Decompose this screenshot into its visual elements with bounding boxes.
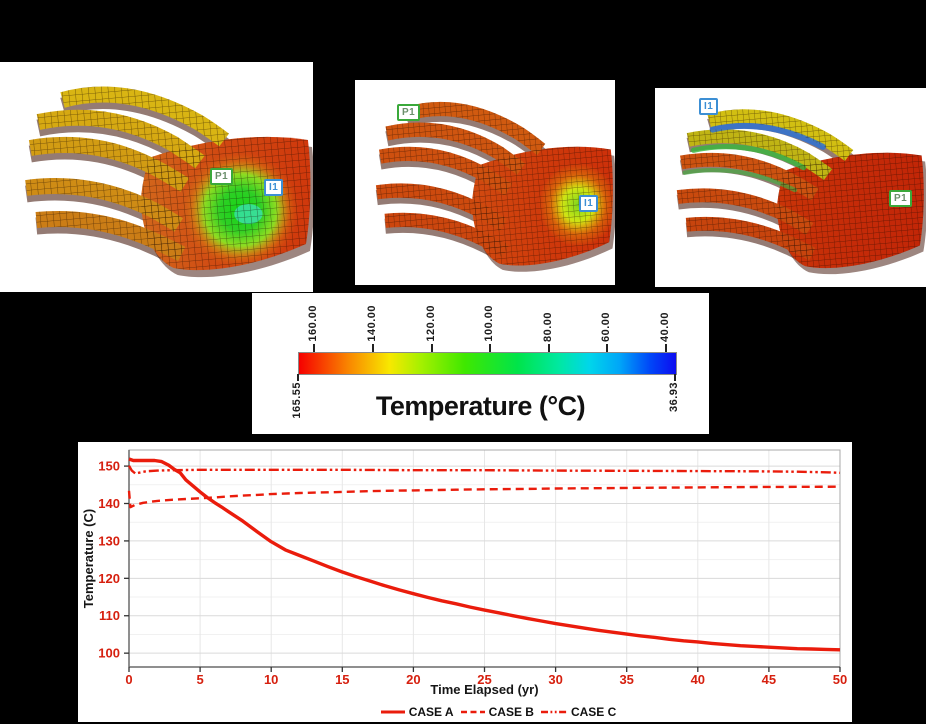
x-tick-label: 10 — [264, 672, 278, 687]
colorbar-tick-mark — [297, 374, 299, 381]
x-tick-label: 50 — [833, 672, 847, 687]
reservoir-grid-3 — [655, 88, 926, 287]
legend-line-dashdotdot-icon — [540, 710, 567, 714]
model-panel-3: I1 P1 — [655, 88, 926, 287]
colorbar-tick-label: 80.00 — [541, 311, 554, 342]
x-tick-label: 0 — [125, 672, 132, 687]
colorbar-tick-mark — [489, 344, 492, 352]
x-tick-label: 45 — [762, 672, 776, 687]
reservoir-grid-svg — [375, 101, 617, 272]
chart-panel: 0 5 10 15 20 25 30 35 40 45 50 100 110 120 130 140 150 Ti… — [78, 442, 852, 722]
colorbar-tick-mark — [547, 344, 550, 352]
legend-item-case-b: CASE B — [460, 705, 534, 719]
colorbar-tick-label: 40.00 — [659, 311, 671, 342]
y-tick-label: 110 — [99, 608, 120, 623]
x-tick-label: 35 — [619, 672, 633, 687]
colorbar-tick-label: 60.00 — [600, 311, 613, 342]
model-panel-2: P1 I1 — [355, 80, 617, 285]
reservoir-grid-1 — [0, 62, 315, 292]
colorbar-title: Temperature (°C) — [375, 391, 586, 421]
colorbar-tick-mark — [665, 344, 667, 352]
temperature-line-chart: 0 5 10 15 20 25 30 35 40 45 50 100 110 120 130 140 150 Ti… — [81, 449, 847, 697]
legend-item-case-a: CASE A — [380, 705, 454, 719]
y-tick-label: 150 — [98, 459, 120, 474]
chart-legend: CASE A CASE B CASE C — [129, 702, 840, 722]
y-tick-label: 120 — [98, 571, 120, 586]
legend-label: CASE A — [408, 705, 454, 719]
reservoir-grid-svg — [676, 109, 926, 275]
y-axis-title: Temperature (C) — [81, 509, 96, 608]
colorbar-tick-label: 160.00 — [307, 305, 320, 342]
x-tick-label: 25 — [477, 672, 491, 687]
well-label-i1: I1 — [264, 179, 284, 196]
colorbar-tick-label: 100.00 — [483, 305, 496, 342]
well-label-p1: P1 — [889, 190, 913, 207]
legend-line-dashed-icon — [460, 710, 485, 714]
legend-item-case-c: CASE C — [540, 705, 617, 719]
legend-label: CASE C — [570, 705, 617, 719]
colorbar-tick-mark — [313, 344, 316, 352]
well-label-p1: P1 — [397, 104, 421, 121]
series-case-b — [127, 485, 841, 509]
reservoir-grid-svg — [25, 86, 315, 278]
y-tick-label: 100 — [98, 646, 120, 661]
temperature-colorbar — [298, 352, 677, 375]
x-tick-label: 15 — [335, 672, 349, 687]
legend-label: CASE B — [488, 705, 534, 719]
series-case-c — [127, 465, 841, 475]
series-case-a — [128, 457, 841, 652]
model-panel-1: P1 I1 — [0, 62, 315, 292]
well-label-p1: P1 — [210, 168, 234, 185]
y-tick-label: 140 — [98, 496, 120, 511]
colorbar-tick-mark — [674, 374, 676, 381]
x-tick-label: 40 — [691, 672, 705, 687]
x-tick-label: 30 — [548, 672, 562, 687]
colorbar-tick-label: 140.00 — [365, 305, 378, 342]
x-tick-label: 20 — [406, 672, 420, 687]
colorbar-tick-mark — [430, 344, 433, 352]
colorbar-tick-mark — [371, 344, 374, 352]
colorbar-tick-mark — [606, 344, 609, 352]
reservoir-grid-2 — [355, 80, 617, 285]
well-label-i1: I1 — [579, 195, 599, 212]
colorbar-tick-label: 120.00 — [424, 305, 437, 342]
well-label-i1: I1 — [699, 98, 719, 115]
x-axis-title: Time Elapsed (yr) — [430, 682, 538, 697]
legend-line-solid-icon — [380, 710, 405, 714]
y-tick-label: 130 — [98, 533, 120, 548]
x-tick-label: 5 — [196, 672, 203, 687]
colorbar-panel: 160.00 140.00 120.00 100.00 80.00 60.00 40.00 1… — [252, 293, 709, 434]
